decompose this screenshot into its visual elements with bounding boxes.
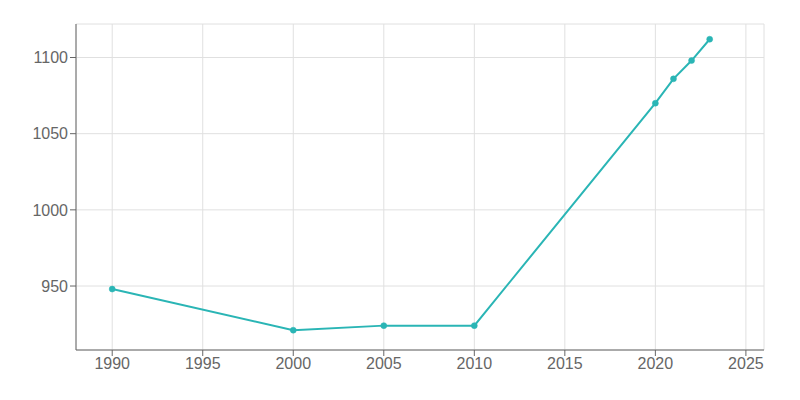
svg-text:1000: 1000 xyxy=(32,202,68,219)
svg-text:2010: 2010 xyxy=(457,355,493,372)
svg-text:2005: 2005 xyxy=(366,355,402,372)
svg-text:1995: 1995 xyxy=(185,355,221,372)
svg-text:2020: 2020 xyxy=(638,355,674,372)
svg-text:1100: 1100 xyxy=(34,49,69,66)
svg-text:2015: 2015 xyxy=(547,355,583,372)
svg-text:2025: 2025 xyxy=(728,355,764,372)
svg-text:950: 950 xyxy=(41,278,68,295)
svg-text:1990: 1990 xyxy=(94,355,130,372)
svg-text:2000: 2000 xyxy=(275,355,311,372)
svg-text:1050: 1050 xyxy=(32,125,68,142)
